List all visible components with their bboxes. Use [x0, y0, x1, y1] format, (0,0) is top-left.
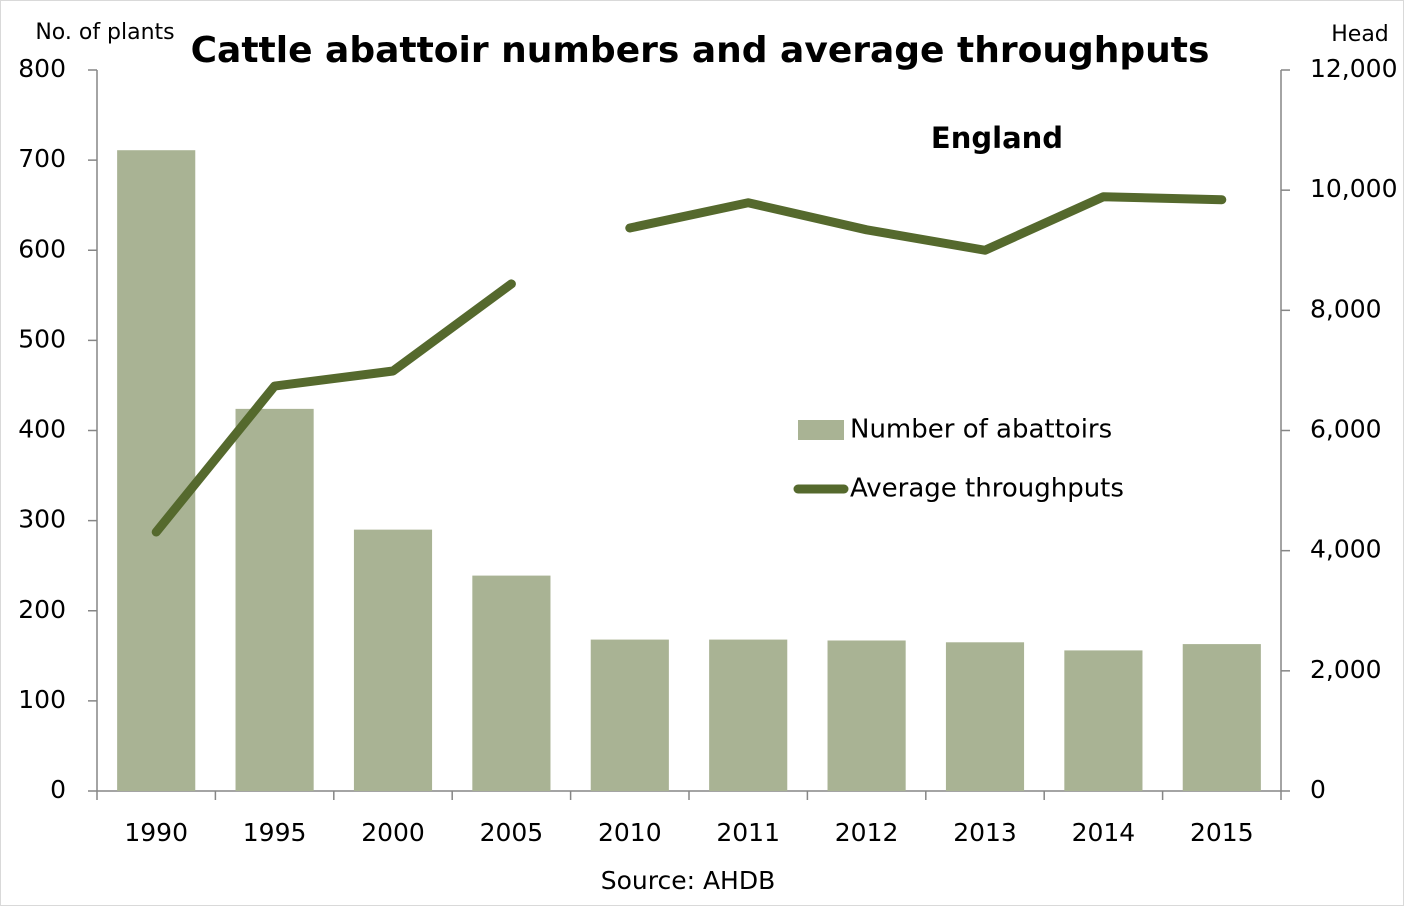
- y-tick-label: 300: [18, 505, 66, 534]
- y-tick-label: 0: [50, 775, 66, 804]
- y2-tick-label: 2,000: [1310, 655, 1382, 684]
- bar: [1182, 644, 1261, 791]
- y-tick-label: 200: [18, 595, 66, 624]
- bar: [709, 639, 788, 791]
- y2-tick-label: 4,000: [1310, 535, 1382, 564]
- y2-axis-label: Head: [1331, 22, 1389, 47]
- bar: [117, 150, 196, 791]
- y-tick-label: 800: [18, 54, 66, 83]
- bar: [945, 642, 1025, 791]
- legend-label: Number of abattoirs: [850, 415, 1112, 445]
- x-tick-label: 2015: [1190, 818, 1254, 847]
- y-tick-label: 600: [18, 234, 66, 263]
- x-tick-label: 2010: [598, 818, 662, 847]
- x-tick-label: 1995: [243, 818, 307, 847]
- source-note: Source: AHDB: [601, 866, 776, 895]
- y2-tick-label: 12,000: [1310, 54, 1397, 83]
- bar: [353, 529, 433, 791]
- line: [625, 192, 1227, 255]
- x-tick-label: 2013: [953, 818, 1017, 847]
- line: [151, 279, 516, 537]
- chart-subtitle: England: [931, 121, 1063, 155]
- bar: [1064, 650, 1143, 791]
- y2-tick-label: 10,000: [1310, 174, 1397, 203]
- y2-tick-label: 6,000: [1310, 415, 1382, 444]
- legend-label: Average throughputs: [850, 474, 1124, 504]
- y2-tick-label: 8,000: [1310, 294, 1382, 323]
- y-tick-label: 700: [18, 144, 66, 173]
- y-tick-label: 400: [18, 415, 66, 444]
- x-tick-label: 2000: [361, 818, 425, 847]
- bar: [235, 408, 314, 791]
- y-axis-label: No. of plants: [35, 20, 174, 45]
- bar: [472, 575, 551, 791]
- y2-tick-label: 0: [1310, 775, 1326, 804]
- y-tick-label: 100: [18, 685, 66, 714]
- legend-swatch: [798, 420, 844, 440]
- x-tick-label: 2005: [480, 818, 544, 847]
- y-tick-label: 500: [18, 324, 66, 353]
- x-tick-label: 2012: [835, 818, 899, 847]
- x-tick-label: 1990: [124, 818, 188, 847]
- chart-title: Cattle abattoir numbers and average thro…: [191, 30, 1210, 71]
- x-tick-label: 2011: [716, 818, 780, 847]
- x-tick-label: 2014: [1072, 818, 1136, 847]
- bar: [827, 640, 906, 791]
- bar: [590, 639, 669, 791]
